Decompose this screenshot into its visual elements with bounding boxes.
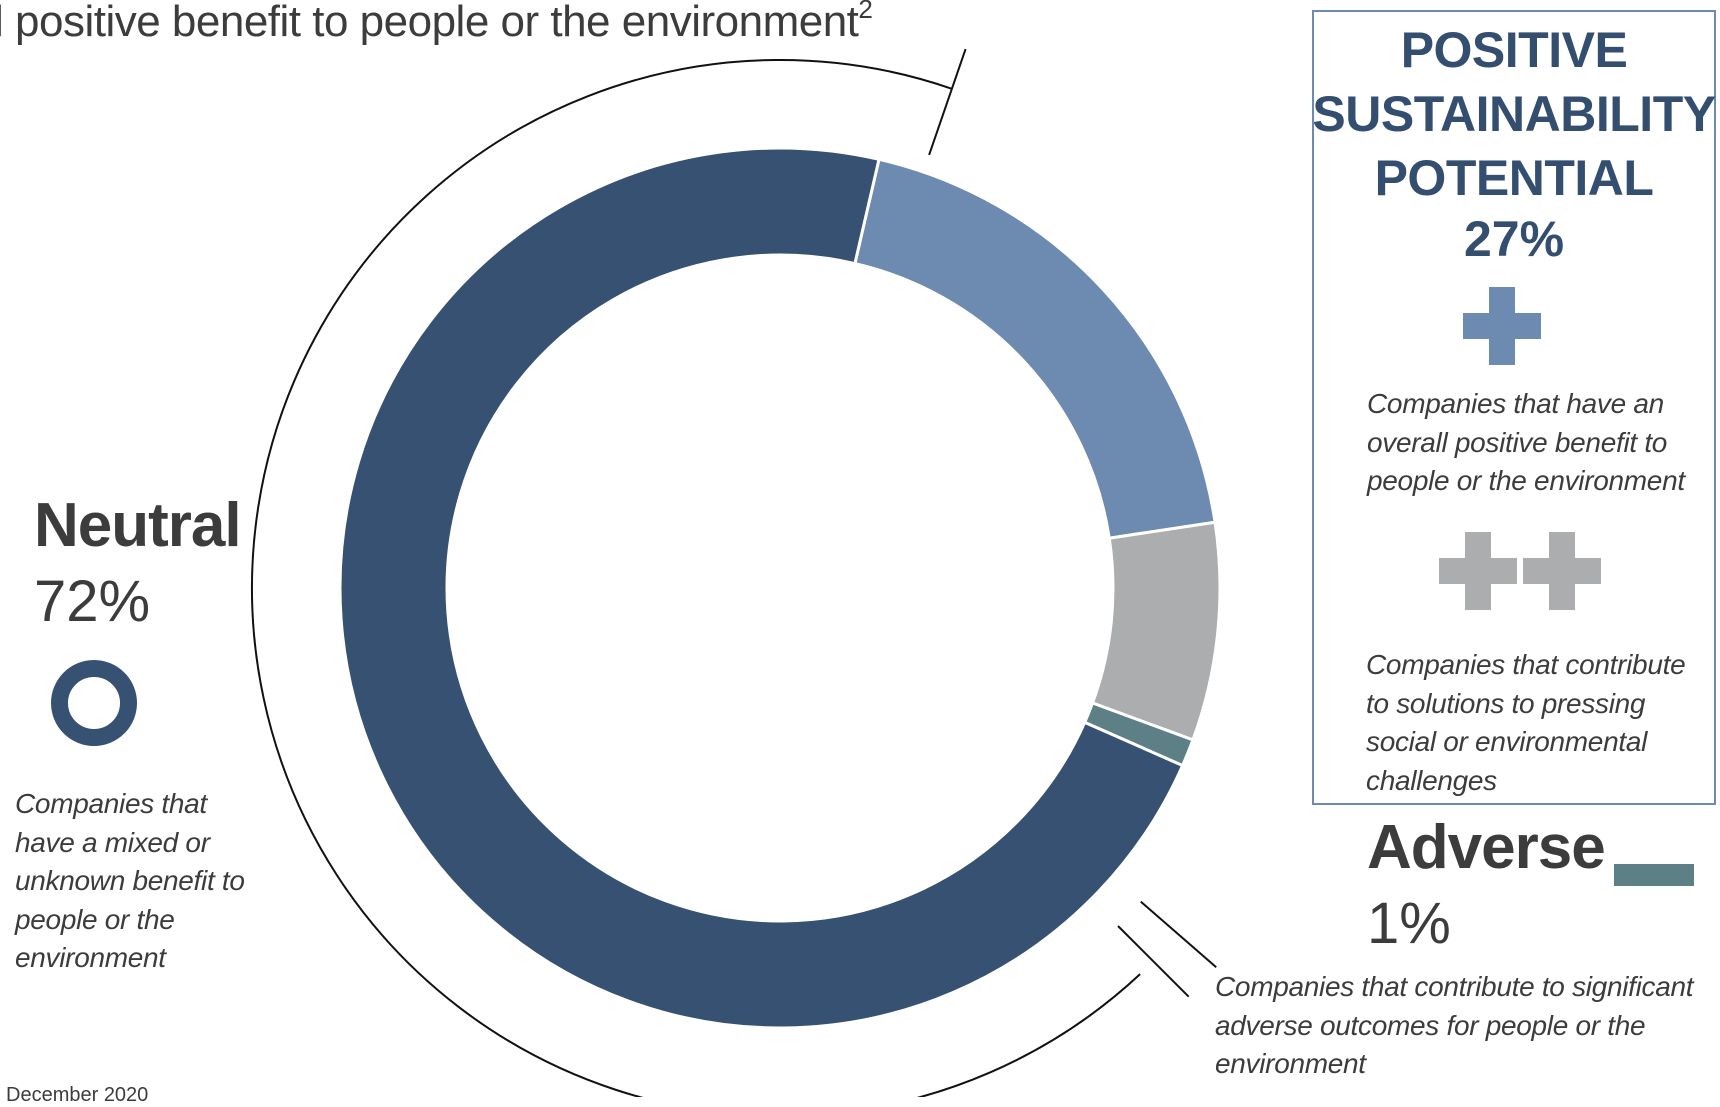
positive-title-line: SUSTAINABILITY	[1312, 86, 1716, 142]
chart-header: l positive benefit to people or the envi…	[0, 0, 873, 47]
plus-icon	[1439, 532, 1517, 610]
neutral-description: Companies that have a mixed or unknown b…	[15, 785, 245, 978]
desc-line: Companies that	[15, 788, 207, 819]
desc-line: people or the environment	[1367, 465, 1685, 496]
positive-title: POSITIVE SUSTAINABILITY POTENTIAL	[1312, 18, 1716, 210]
plus-icon	[1523, 532, 1601, 610]
desc-line: adverse outcomes for people or the	[1215, 1009, 1646, 1041]
header-footnote-mark: 2	[858, 0, 873, 24]
neutral-heading: Neutral	[34, 491, 242, 560]
desc-line: overall positive benefit to	[1367, 426, 1668, 458]
desc-line: unknown benefit to	[15, 865, 245, 896]
neutral-percent: 72%	[34, 569, 151, 634]
positive-panel	[1312, 10, 1716, 805]
desc-line: to solutions to pressing	[1366, 687, 1646, 719]
positive-percent: 27%	[1463, 211, 1565, 267]
desc-line: people or the	[15, 903, 175, 935]
desc-line: Companies that have an	[1367, 388, 1664, 419]
adverse-heading: Adverse	[1367, 813, 1606, 882]
positive-double-description: Companies that contribute to solutions t…	[1366, 646, 1686, 800]
bracket-break-tick	[1117, 925, 1190, 998]
footnote-date: December 2020	[6, 1084, 149, 1106]
desc-line: have a mixed or	[15, 826, 210, 858]
desc-line: Companies that contribute to significant	[1215, 971, 1694, 1002]
adverse-percent: 1%	[1367, 891, 1451, 956]
bracket-arc-line	[251, 59, 1141, 1097]
positive-title-line: POTENTIAL	[1374, 150, 1654, 206]
header-text: l positive benefit to people or the envi…	[0, 0, 859, 46]
desc-line: environment	[15, 942, 166, 973]
desc-line: challenges	[1366, 764, 1497, 796]
ring-icon	[51, 660, 137, 746]
desc-line: social or environmental	[1366, 726, 1648, 757]
bracket-break-tick	[1140, 900, 1217, 968]
donut-slice-0	[853, 157, 1217, 540]
bracket-break-tick	[928, 48, 967, 156]
desc-line: Companies that contribute	[1366, 649, 1686, 680]
donut-slice-3	[338, 146, 1185, 1030]
donut-slices	[338, 146, 1222, 1030]
adverse-description: Companies that contribute to significant…	[1215, 968, 1694, 1084]
donut-slice-1	[1090, 520, 1222, 742]
adverse-swatch	[1614, 864, 1694, 886]
bracket-arc	[251, 48, 1217, 1097]
desc-line: environment	[1215, 1048, 1366, 1079]
positive-single-description: Companies that have an overall positive …	[1367, 385, 1685, 501]
positive-title-line: POSITIVE	[1400, 22, 1628, 78]
plus-icon	[1463, 287, 1541, 365]
